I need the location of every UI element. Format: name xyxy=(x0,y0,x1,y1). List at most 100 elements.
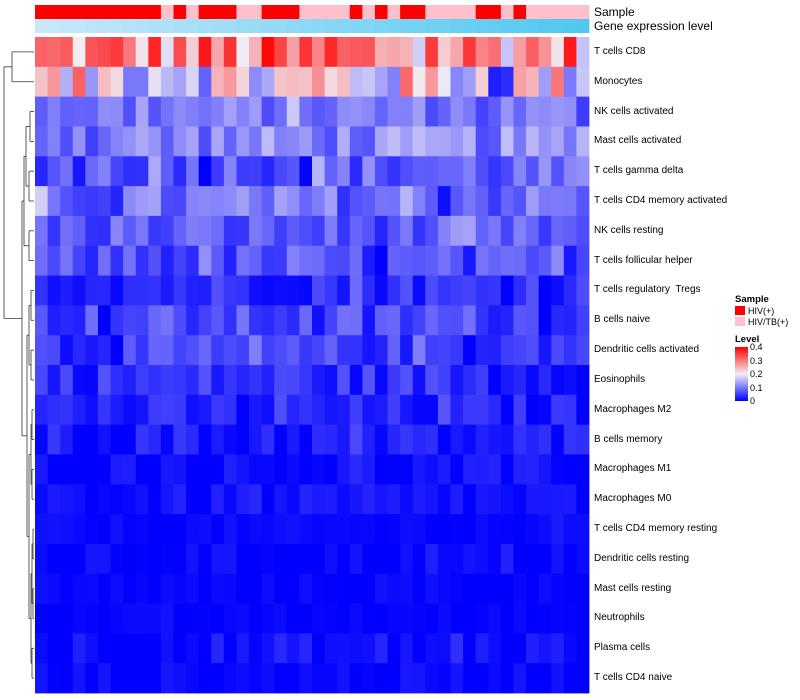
heatmap-cell xyxy=(362,484,376,515)
heatmap-cell xyxy=(35,573,48,604)
gene-expression-cell xyxy=(387,19,401,33)
heatmap-cell xyxy=(85,424,99,455)
heatmap-cell xyxy=(160,186,174,217)
heatmap-cell xyxy=(513,454,527,485)
sample-annotation-cell xyxy=(60,5,74,19)
heatmap-cell xyxy=(526,66,540,98)
heatmap-cell xyxy=(437,573,451,604)
heatmap-cell xyxy=(337,275,351,306)
heatmap-cell xyxy=(135,156,149,187)
gene-expression-cell xyxy=(173,19,187,33)
heatmap-cell xyxy=(72,394,86,426)
heatmap-cell xyxy=(35,156,48,187)
heatmap-cell xyxy=(249,37,263,68)
heatmap-cell xyxy=(148,514,162,545)
heatmap-cell xyxy=(551,543,565,575)
heatmap-cell xyxy=(274,394,288,426)
heatmap-cell xyxy=(349,424,363,455)
heatmap-cell xyxy=(97,365,111,396)
heatmap-cell xyxy=(526,484,540,515)
row-label: Macrophages M0 xyxy=(594,493,672,505)
sample-annotation-cell xyxy=(374,5,388,19)
heatmap-cell xyxy=(135,335,149,366)
heatmap-cell xyxy=(551,484,565,515)
gene-expression-cell xyxy=(576,19,590,33)
heatmap-cell xyxy=(236,96,250,127)
heatmap-cell xyxy=(576,424,590,455)
heatmap-cell xyxy=(35,484,48,515)
heatmap-cell xyxy=(110,215,124,247)
heatmap-cell xyxy=(299,603,313,634)
heatmap-cell xyxy=(488,663,502,694)
heatmap-cell xyxy=(374,514,388,545)
heatmap-cell xyxy=(463,66,477,98)
heatmap-cell xyxy=(538,215,552,247)
heatmap-cell xyxy=(463,424,477,455)
heatmap-cell xyxy=(374,454,388,485)
heatmap-cell xyxy=(211,126,225,157)
heatmap-cell xyxy=(186,603,200,634)
row-label: T cells CD4 memory activated xyxy=(594,195,728,206)
heatmap-cell xyxy=(299,514,313,545)
heatmap-cell xyxy=(337,245,351,276)
heatmap-cell xyxy=(249,96,263,127)
heatmap-cell xyxy=(173,215,187,247)
heatmap-cell xyxy=(412,305,426,336)
heatmap-cell xyxy=(35,454,48,485)
heatmap-cell xyxy=(85,66,99,98)
heatmap-cell xyxy=(286,424,300,455)
heatmap-cell xyxy=(97,573,111,604)
heatmap-cell xyxy=(123,633,137,664)
heatmap-cell xyxy=(85,454,99,485)
heatmap-cell xyxy=(72,424,86,455)
heatmap-cell xyxy=(450,514,464,545)
heatmap-cell xyxy=(526,543,540,575)
heatmap-cell xyxy=(148,186,162,217)
heatmap-cell xyxy=(450,126,464,157)
heatmap-cell xyxy=(463,603,477,634)
heatmap-cell xyxy=(488,245,502,276)
heatmap-cell xyxy=(97,37,111,68)
heatmap-cell xyxy=(236,603,250,634)
heatmap-cell xyxy=(551,335,565,366)
heatmap-cell xyxy=(97,484,111,515)
heatmap-cell xyxy=(563,335,577,366)
heatmap-cell xyxy=(513,66,527,98)
heatmap-cell xyxy=(437,215,451,247)
heatmap-cell xyxy=(450,66,464,98)
heatmap-cell xyxy=(60,394,74,426)
heatmap-cell xyxy=(47,126,61,157)
heatmap-cell xyxy=(123,394,137,426)
heatmap-cell xyxy=(463,37,477,68)
heatmap-cell xyxy=(236,215,250,247)
heatmap-cell xyxy=(148,126,162,157)
heatmap-cell xyxy=(72,305,86,336)
heatmap-cell xyxy=(35,126,48,157)
gene-expression-cell xyxy=(47,19,61,33)
heatmap-cell xyxy=(324,37,338,68)
heatmap-cell xyxy=(437,126,451,157)
heatmap-cell xyxy=(160,126,174,157)
heatmap-cell xyxy=(186,215,200,247)
heatmap-cell xyxy=(186,424,200,455)
heatmap-cell xyxy=(47,543,61,575)
sample-annotation-cell xyxy=(324,5,338,19)
heatmap-cell xyxy=(349,275,363,306)
heatmap-cell xyxy=(211,663,225,694)
heatmap-cell xyxy=(47,245,61,276)
heatmap-cell xyxy=(60,66,74,98)
heatmap-cell xyxy=(85,156,99,187)
heatmap-cell xyxy=(475,484,489,515)
heatmap-cell xyxy=(337,543,351,575)
sample-annotation-cell xyxy=(576,5,590,19)
heatmap-cell xyxy=(299,126,313,157)
heatmap-cell xyxy=(437,394,451,426)
heatmap-cell xyxy=(85,514,99,545)
heatmap-cell xyxy=(576,275,590,306)
heatmap-cell xyxy=(362,305,376,336)
heatmap-cell xyxy=(463,186,477,217)
heatmap-cell xyxy=(513,603,527,634)
heatmap-cell xyxy=(249,335,263,366)
heatmap-cell xyxy=(538,663,552,694)
heatmap-cell xyxy=(299,365,313,396)
